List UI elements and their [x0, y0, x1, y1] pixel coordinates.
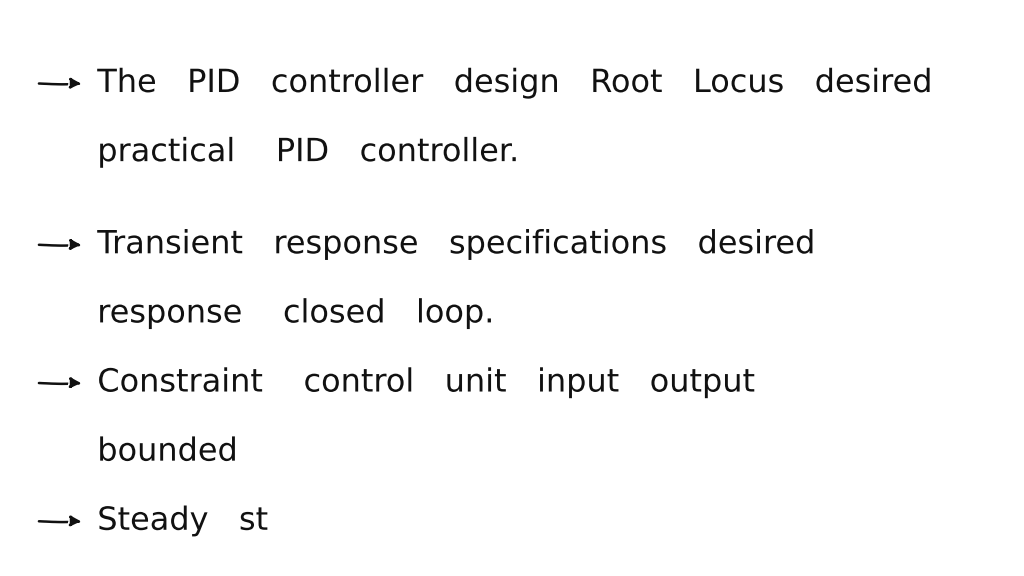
Text: The   PID   controller   design   Root   Locus   desired: The PID controller design Root Locus des… — [97, 68, 933, 99]
Text: Transient   response   specifications   desired: Transient response specifications desire… — [97, 229, 816, 260]
Text: response    closed   loop.: response closed loop. — [97, 298, 495, 329]
Text: Steady   st: Steady st — [97, 506, 268, 537]
Text: bounded: bounded — [97, 437, 238, 468]
Text: practical    PID   controller.: practical PID controller. — [97, 137, 519, 168]
Text: Constraint    control   unit   input   output: Constraint control unit input output — [97, 367, 755, 399]
